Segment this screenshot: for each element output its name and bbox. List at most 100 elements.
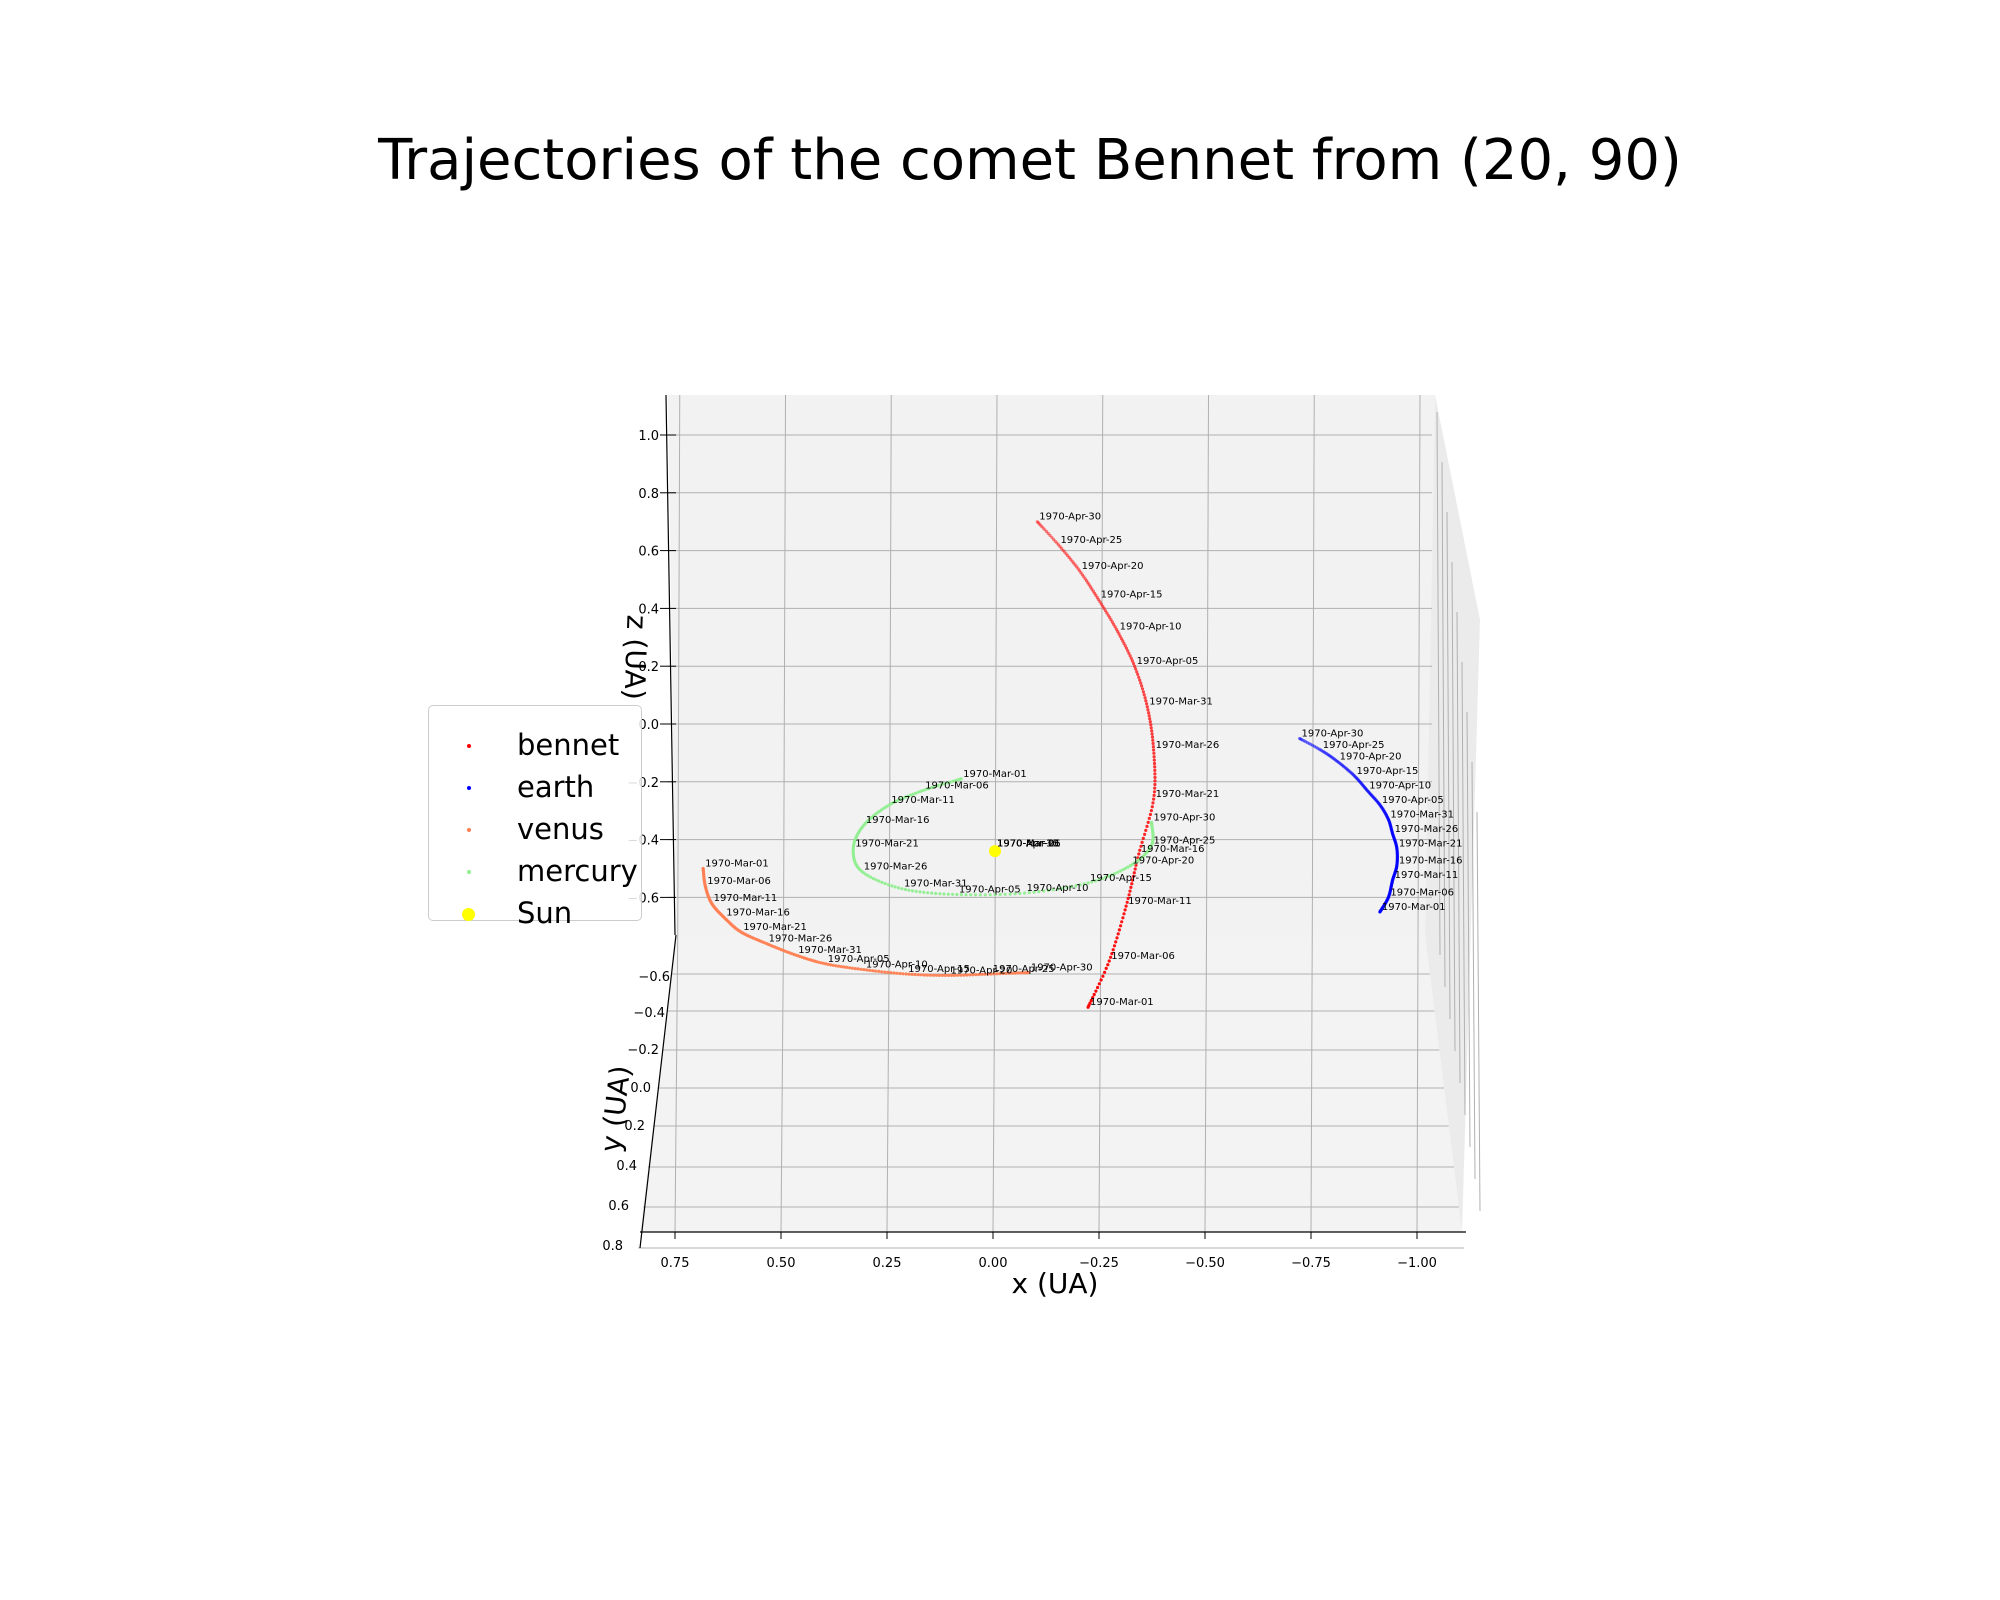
trajectory-point xyxy=(896,886,901,890)
trajectory-point xyxy=(1301,738,1305,742)
x-gridline-back xyxy=(888,394,892,936)
trajectory-point xyxy=(1096,985,1100,990)
date-label-mercury: 1970-Apr-10 xyxy=(1027,883,1089,894)
trajectory-point xyxy=(916,790,920,794)
side-gridline xyxy=(1451,561,1456,1052)
legend-label-sun: Sun xyxy=(517,896,573,930)
series-sun xyxy=(989,845,1001,858)
trajectory-point xyxy=(1149,820,1154,824)
trajectory-point xyxy=(1074,884,1078,888)
trajectory-point xyxy=(877,969,881,974)
trajectory-point xyxy=(934,891,938,896)
trajectory-point xyxy=(1114,940,1118,944)
trajectory-point xyxy=(937,973,942,978)
trajectory-point xyxy=(1110,873,1114,877)
legend-label-mercury: mercury xyxy=(517,854,638,888)
trajectory-point xyxy=(1299,737,1304,742)
x-axis-label: x (UA) xyxy=(1012,1267,1099,1300)
date-label-earth: 1970-Apr-10 xyxy=(1369,780,1431,791)
date-label-mercury: 1970-Mar-21 xyxy=(855,838,919,849)
trajectory-point xyxy=(1131,874,1136,879)
trajectory-point xyxy=(1107,959,1111,963)
trajectory-point xyxy=(1117,928,1121,932)
trajectory-point xyxy=(1013,892,1017,896)
trajectory-point xyxy=(983,893,987,897)
trajectory-point xyxy=(1133,867,1137,871)
trajectory-point xyxy=(1136,672,1140,677)
trajectory-point xyxy=(900,887,904,891)
date-label-earth: 1970-Apr-30 xyxy=(1302,728,1364,739)
trajectory-point xyxy=(1053,539,1057,543)
trajectory-point xyxy=(1147,816,1151,821)
data-series xyxy=(701,520,1399,1009)
side-gridline xyxy=(1441,461,1446,988)
date-label-bennet: 1970-Mar-16 xyxy=(1141,844,1205,855)
trajectory-point xyxy=(901,972,905,976)
legend-label-venus: venus xyxy=(517,812,604,846)
trajectory-point xyxy=(983,972,987,976)
date-label-sun: 1970-Apr-30 xyxy=(997,838,1059,849)
trajectory-point xyxy=(916,973,920,977)
date-label-venus: 1970-Apr-15 xyxy=(908,964,970,975)
trajectory-point xyxy=(1122,912,1126,916)
x-tick-label: −0.75 xyxy=(1291,1256,1331,1271)
trajectory-point xyxy=(1131,661,1136,666)
x-gridline-floor xyxy=(1204,934,1207,1233)
legend-marker-mercury xyxy=(467,870,471,874)
trajectory-point xyxy=(962,973,966,977)
legend-item-sun: Sun xyxy=(429,893,643,935)
trajectory-point xyxy=(1149,809,1153,813)
trajectory-point xyxy=(1004,971,1008,976)
trajectory-point xyxy=(1132,871,1136,875)
trajectory-point xyxy=(893,885,897,889)
trajectory-point xyxy=(904,972,908,976)
trajectory-point xyxy=(864,872,868,876)
trajectory-point xyxy=(921,788,925,793)
z-axis-line xyxy=(665,394,676,936)
trajectory-point xyxy=(1042,889,1046,893)
trajectory-point xyxy=(940,973,945,978)
trajectory-point xyxy=(1127,893,1131,897)
trajectory-point xyxy=(1147,711,1151,715)
x-gridline-back xyxy=(783,394,786,936)
trajectory-point xyxy=(1152,751,1156,755)
trajectory-point xyxy=(986,972,990,976)
y-tick-label: −0.4 xyxy=(633,1006,665,1021)
date-label-venus: 1970-Apr-25 xyxy=(993,964,1055,975)
trajectory-point xyxy=(1304,740,1308,744)
trajectory-point xyxy=(1305,741,1309,745)
date-label-earth: 1970-Mar-01 xyxy=(1382,902,1446,913)
y-tick-label: 0.8 xyxy=(602,1239,623,1254)
trajectory-point xyxy=(903,795,908,799)
trajectory-point xyxy=(1153,782,1157,787)
date-label-sun: 1970-Mar-26 xyxy=(997,838,1061,849)
trajectory-point xyxy=(845,965,849,970)
trajectory-point xyxy=(992,972,996,976)
trajectory-point xyxy=(1139,844,1143,848)
trajectory-point xyxy=(1143,832,1147,837)
x-gridline-floor xyxy=(886,934,890,1233)
trajectory-point xyxy=(1065,885,1069,890)
date-label-venus: 1970-Mar-06 xyxy=(707,876,771,887)
trajectory-point xyxy=(949,973,954,978)
date-labels: 1970-Apr-301970-Apr-251970-Apr-201970-Ap… xyxy=(705,512,1462,1009)
date-label-mercury: 1970-Mar-11 xyxy=(891,795,955,806)
trajectory-point xyxy=(1110,620,1114,624)
trajectory-point xyxy=(908,793,912,797)
trajectory-point xyxy=(1118,634,1122,638)
trajectory-point xyxy=(1048,533,1052,538)
x-gridline-back xyxy=(677,394,681,936)
trajectory-point xyxy=(1140,687,1145,691)
trajectory-point xyxy=(964,893,968,897)
date-label-mercury: 1970-Apr-05 xyxy=(959,885,1021,896)
trajectory-point xyxy=(989,972,993,976)
date-label-earth: 1970-Apr-15 xyxy=(1357,766,1419,777)
trajectory-point xyxy=(886,970,890,975)
trajectory-point xyxy=(1007,971,1012,975)
trajectory-point xyxy=(1141,836,1145,841)
sun-marker xyxy=(989,845,1001,858)
trajectory-point xyxy=(1309,742,1313,747)
trajectory-point xyxy=(956,973,960,977)
trajectory-point xyxy=(1148,812,1152,817)
trajectory-point xyxy=(1151,738,1155,742)
